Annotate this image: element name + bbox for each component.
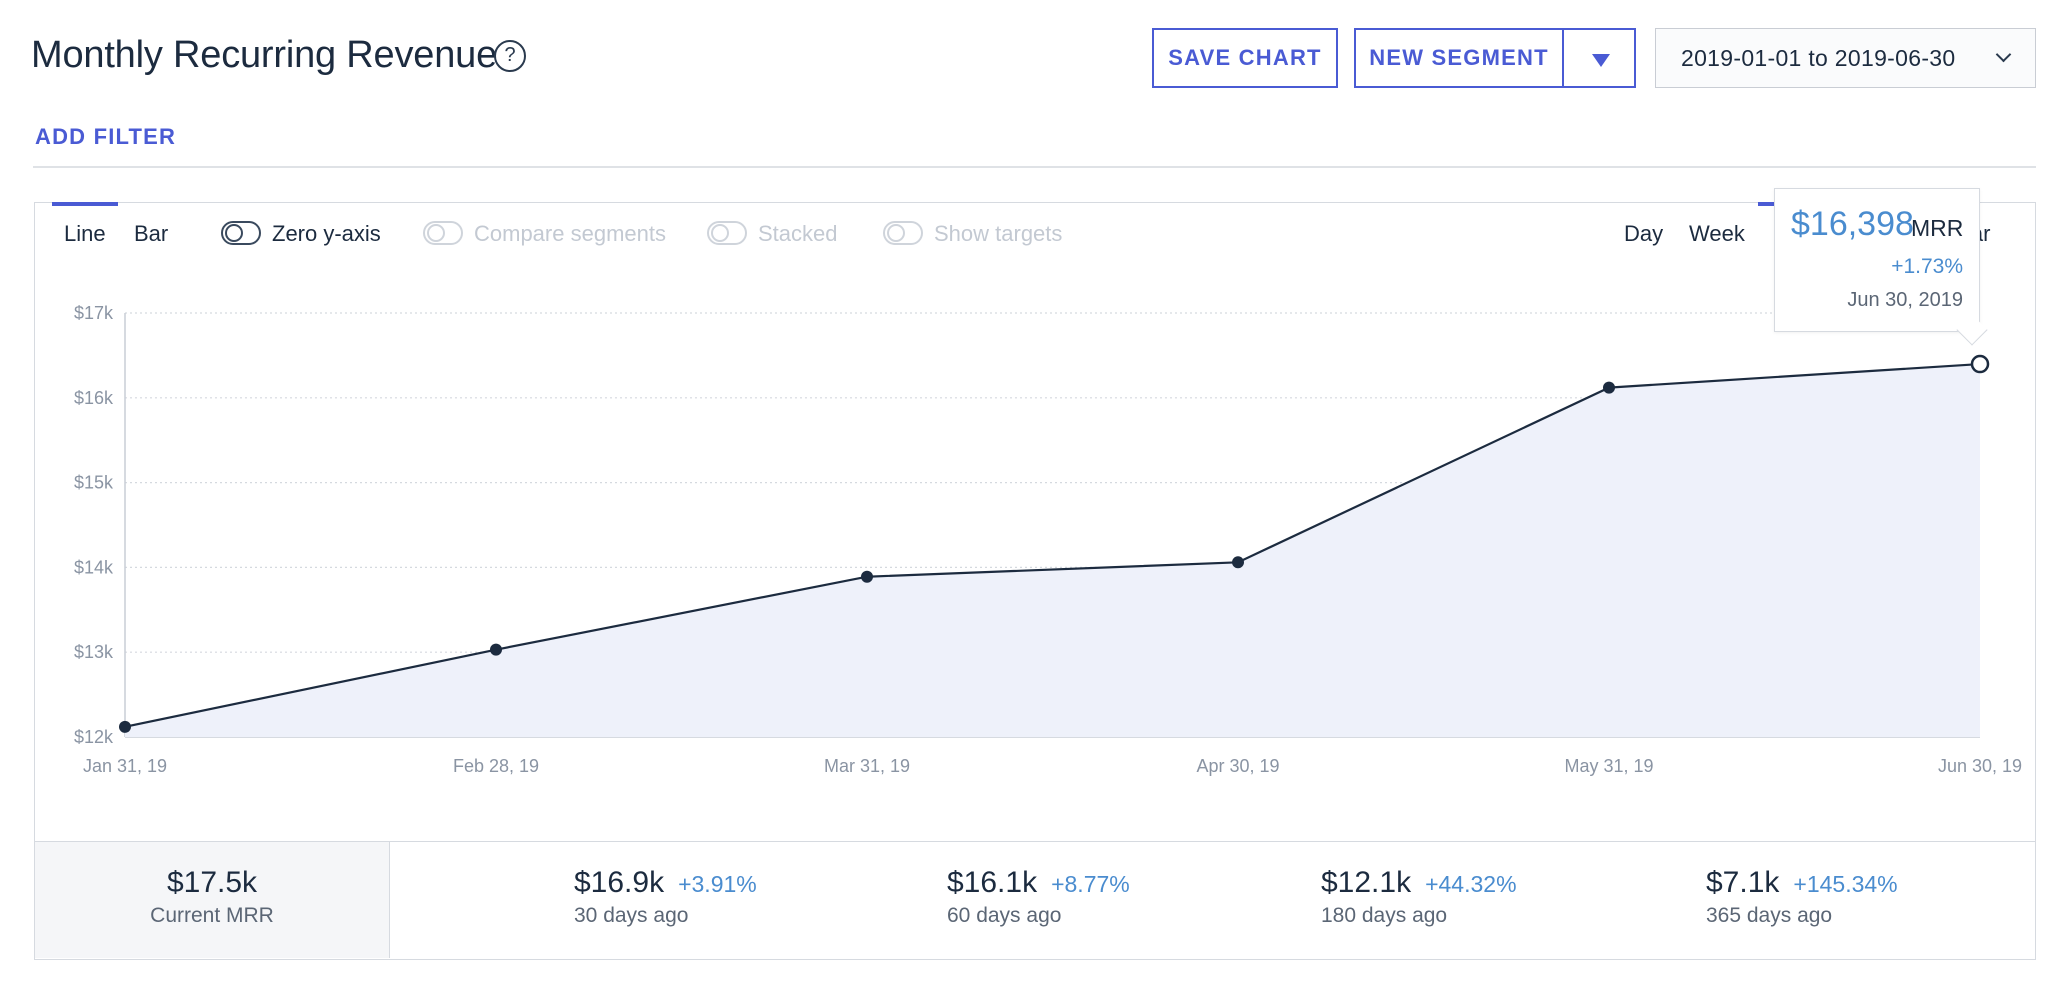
x-tick-label: Mar 31, 19 [824, 756, 910, 776]
stat-180-days: $12.1k +44.32% 180 days ago [1321, 866, 1517, 928]
stat-60-days: $16.1k +8.77% 60 days ago [947, 866, 1130, 928]
page-title: Monthly Recurring Revenue [31, 34, 498, 76]
stat-value: $12.1k [1321, 866, 1412, 899]
stat-value: $16.1k [947, 866, 1038, 899]
y-tick-label: $16k [74, 388, 114, 408]
compare-segments-toggle[interactable] [423, 221, 463, 245]
data-point [490, 643, 502, 656]
stat-current-mrr: $17.5k Current MRR [35, 842, 390, 958]
data-point [1603, 381, 1615, 394]
stats-bar: $17.5k Current MRR $16.9k +3.91% 30 days … [34, 842, 2036, 960]
show-targets-toggle[interactable] [883, 221, 923, 245]
toggle-knob [225, 224, 243, 242]
stat-label: 180 days ago [1321, 904, 1448, 927]
x-tick-label: May 31, 19 [1564, 756, 1653, 776]
y-tick-label: $14k [74, 557, 114, 577]
x-tick-label: Apr 30, 19 [1196, 756, 1279, 776]
tooltip-unit: MRR [1911, 215, 1964, 241]
x-tick-label: Feb 28, 19 [453, 756, 539, 776]
active-interval-indicator [1758, 202, 1778, 206]
stat-value: $7.1k [1706, 866, 1780, 899]
help-icon[interactable]: ? [494, 40, 526, 72]
stat-label: 30 days ago [574, 904, 689, 927]
tab-bar[interactable]: Bar [134, 221, 169, 246]
compare-segments-label: Compare segments [474, 221, 666, 246]
stacked-toggle[interactable] [707, 221, 747, 245]
x-tick-label: Jun 30, 19 [1938, 756, 2022, 776]
stat-value: $16.9k [574, 866, 665, 899]
y-tick-label: $17k [74, 303, 114, 323]
x-tick-label: Jan 31, 19 [83, 756, 167, 776]
chart-panel [34, 202, 2036, 842]
data-point [1232, 556, 1244, 569]
y-tick-label: $13k [74, 642, 114, 662]
data-point [861, 570, 873, 583]
stat-change: +8.77% [1051, 871, 1130, 897]
new-segment-button[interactable]: NEW SEGMENT [1354, 28, 1564, 88]
stat-change: +44.32% [1425, 871, 1517, 897]
tooltip-value: $16,398 [1791, 205, 1914, 243]
date-range-value: 2019-01-01 to 2019-06-30 [1681, 45, 1956, 71]
stat-30-days: $16.9k +3.91% 30 days ago [574, 866, 757, 928]
data-point-highlighted [1970, 354, 1990, 374]
stat-change: +3.91% [678, 871, 757, 897]
segment-dropdown-button[interactable] [1562, 28, 1636, 88]
zero-y-axis-label: Zero y-axis [272, 221, 381, 246]
stat-label: 60 days ago [947, 904, 1062, 927]
stat-value: $17.5k [166, 866, 258, 899]
divider [33, 166, 2036, 168]
date-range-select[interactable]: 2019-01-01 to 2019-06-30 [1655, 28, 2036, 88]
tooltip-date: Jun 30, 2019 [1847, 289, 1963, 311]
tab-line[interactable]: Line [64, 221, 106, 246]
stat-change: +145.34% [1793, 871, 1898, 897]
y-tick-label: $15k [74, 473, 114, 493]
y-tick-label: $12k [74, 727, 114, 747]
stacked-label: Stacked [758, 221, 838, 246]
toggle-knob [711, 224, 729, 242]
add-filter-link[interactable]: ADD FILTER [35, 124, 177, 149]
interval-day[interactable]: Day [1624, 221, 1664, 246]
series-area [125, 364, 1980, 737]
stat-label: Current MRR [150, 904, 274, 927]
interval-week[interactable]: Week [1689, 221, 1745, 246]
chart-tooltip: $16,398 MRR +1.73% Jun 30, 2019 [1774, 188, 1988, 346]
toggle-knob [427, 224, 445, 242]
data-point [119, 720, 131, 733]
show-targets-label: Show targets [934, 221, 1063, 246]
tooltip-change: +1.73% [1891, 255, 1963, 278]
toggle-knob [887, 224, 905, 242]
caret-down-icon [1592, 54, 1610, 67]
save-chart-button[interactable]: SAVE CHART [1152, 28, 1338, 88]
active-chart-type-indicator [52, 202, 118, 206]
stat-label: 365 days ago [1706, 904, 1833, 927]
series-line [124, 362, 1981, 728]
stat-365-days: $7.1k +145.34% 365 days ago [1706, 866, 1898, 928]
zero-y-axis-toggle[interactable] [221, 221, 261, 245]
